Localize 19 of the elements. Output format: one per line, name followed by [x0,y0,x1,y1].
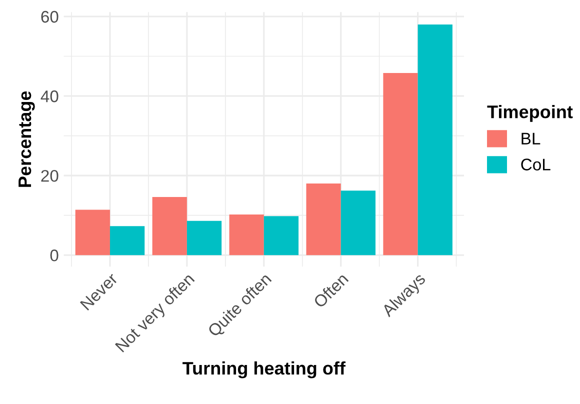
bar [186,220,222,256]
legend-label: CoL [521,158,550,170]
legend-label: BL [522,132,540,144]
bar [229,214,264,256]
bar [110,226,145,256]
y-tick-label: 40 [40,90,58,102]
y-tick-label: 20 [41,170,58,182]
bar [306,184,341,256]
y-tick-label: 60 [41,10,58,23]
bar [152,197,187,256]
x-axis-title: Turning heating off [182,361,346,378]
bar [75,210,110,256]
bar [383,72,418,256]
y-tick-label: 0 [50,250,58,262]
legend-title: Timepoint [487,105,573,122]
bar [418,24,452,256]
bar [340,190,376,256]
bar [264,216,299,256]
y-axis-title: Percentage [18,91,35,187]
